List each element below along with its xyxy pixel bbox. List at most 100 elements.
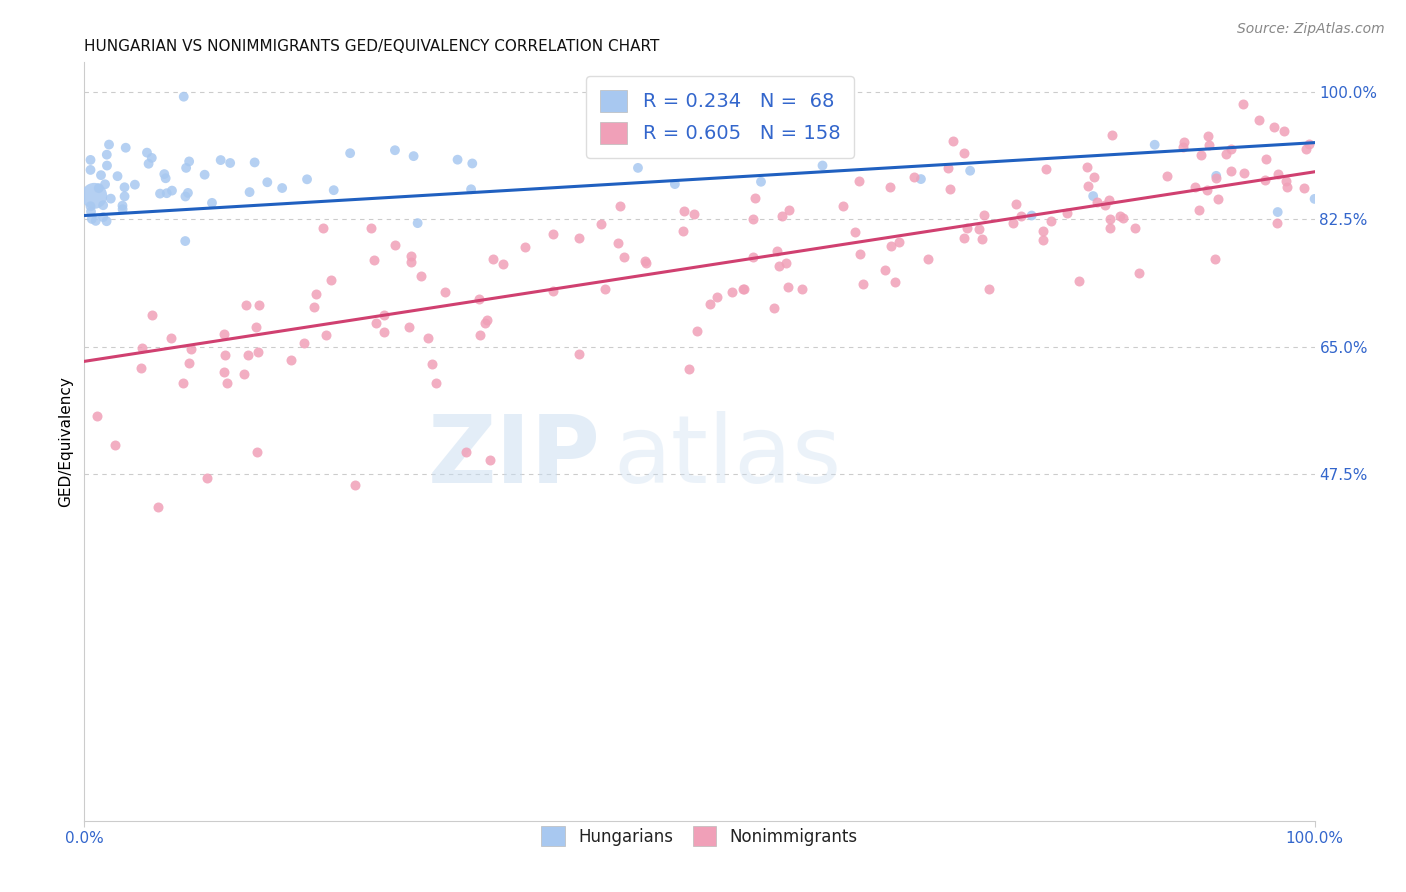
Point [1032,224,1054,238]
Point [94,178,117,192]
Point [172,376,194,391]
Point [399,255,422,269]
Point [174,234,197,248]
Point [96,159,118,173]
Point [1197,128,1219,143]
Point [672,224,695,238]
Point [245,320,267,334]
Point [568,231,591,245]
Point [606,235,628,250]
Point [1272,124,1295,138]
Point [420,358,443,372]
Point [104,438,127,452]
Point [114,141,136,155]
Point [153,167,176,181]
Point [1215,146,1237,161]
Point [942,134,965,148]
Point [84,214,107,228]
Point [721,285,744,299]
Point [589,217,612,231]
Point [1128,266,1150,280]
Point [141,308,163,322]
Point [1111,211,1133,225]
Point [416,331,439,345]
Point [111,202,134,217]
Point [111,199,134,213]
Point [1295,143,1317,157]
Point [174,161,197,175]
Point [155,171,177,186]
Point [627,161,650,175]
Point [236,348,259,362]
Point [887,235,910,249]
Point [903,170,925,185]
Point [1206,192,1229,206]
Point [131,341,153,355]
Point [1275,180,1298,194]
Point [1108,209,1130,223]
Point [1083,169,1105,184]
Point [246,445,269,459]
Point [852,277,875,292]
Point [197,471,219,485]
Point [953,230,976,244]
Point [959,163,981,178]
Point [742,211,765,226]
Point [90,168,112,182]
Point [1097,194,1119,208]
Point [1267,205,1289,219]
Point [1056,205,1078,219]
Point [879,179,901,194]
Point [775,256,797,270]
Point [201,195,224,210]
Point [180,342,202,356]
Point [1219,164,1241,178]
Point [366,316,388,330]
Point [1204,252,1226,267]
Point [215,376,238,391]
Point [1188,202,1211,217]
Point [295,172,318,186]
Point [475,312,498,326]
Point [770,209,793,223]
Point [953,146,976,161]
Point [177,186,200,200]
Point [461,156,484,170]
Point [1035,162,1057,177]
Point [1219,142,1241,156]
Point [609,198,631,212]
Point [1004,197,1026,211]
Point [613,250,636,264]
Text: ZIP: ZIP [429,410,602,503]
Point [1032,233,1054,247]
Point [969,221,991,235]
Point [768,260,790,274]
Point [762,301,785,316]
Point [1256,153,1278,167]
Point [1077,178,1099,193]
Point [219,156,242,170]
Point [673,204,696,219]
Point [304,300,326,314]
Point [214,365,236,379]
Point [955,221,977,235]
Point [79,163,101,178]
Point [917,252,939,266]
Point [339,146,361,161]
Point [1125,221,1147,235]
Point [179,154,201,169]
Point [194,168,217,182]
Point [1069,274,1091,288]
Point [1184,179,1206,194]
Point [114,180,136,194]
Point [209,153,232,167]
Point [411,268,433,283]
Point [811,159,834,173]
Point [79,199,101,213]
Point [733,282,755,296]
Point [233,368,256,382]
Point [402,149,425,163]
Point [149,186,172,201]
Point [1171,140,1194,154]
Point [1143,137,1166,152]
